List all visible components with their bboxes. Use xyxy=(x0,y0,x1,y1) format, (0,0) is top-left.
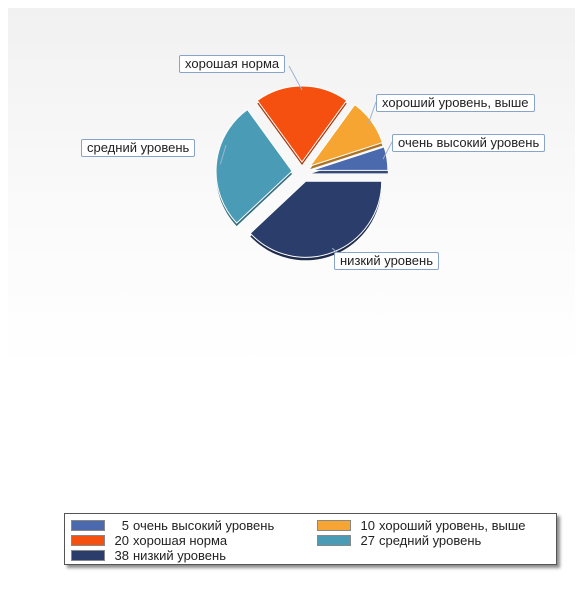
legend-value: 27 xyxy=(360,532,375,548)
legend-swatch xyxy=(317,519,351,531)
chart-area: очень высокий уровень хороший уровень, в… xyxy=(8,8,575,368)
legend-swatch xyxy=(317,534,351,546)
legend-label: средний уровень xyxy=(379,532,482,548)
callout-very-high: очень высокий уровень xyxy=(392,134,546,152)
legend-item-good-above: 10 хороший уровень, выше xyxy=(317,517,526,533)
legend-label: хороший уровень, выше xyxy=(379,517,526,533)
legend-item-low: 38 низкий уровень xyxy=(71,547,226,563)
legend: 5 очень высокий уровень 10 хороший урове… xyxy=(64,513,557,565)
leader-line xyxy=(219,144,227,165)
legend-item-medium: 27 средний уровень xyxy=(317,532,482,548)
legend-label: хорошая норма xyxy=(133,532,228,548)
legend-item-very-high: 5 очень высокий уровень xyxy=(71,517,275,533)
pie-chart xyxy=(215,65,393,261)
leader-line xyxy=(367,101,377,124)
legend-swatch xyxy=(71,519,105,531)
leader-line xyxy=(288,65,303,91)
legend-swatch xyxy=(71,549,105,561)
pie-slice-good-norm xyxy=(256,85,348,163)
callout-medium: средний уровень xyxy=(81,139,196,157)
legend-value: 20 xyxy=(114,532,129,548)
leader-line xyxy=(382,141,393,160)
pie-slice-good-above xyxy=(308,103,384,168)
legend-value: 10 xyxy=(360,517,375,533)
legend-value: 5 xyxy=(121,517,129,533)
legend-swatch xyxy=(71,534,105,546)
callout-low: низкий уровень xyxy=(334,252,439,270)
legend-label: низкий уровень xyxy=(133,547,226,563)
legend-label: очень высокий уровень xyxy=(133,517,275,533)
callout-good-above: хороший уровень, выше xyxy=(376,94,535,112)
pie-slice-low xyxy=(249,180,383,258)
legend-value: 38 xyxy=(114,547,129,563)
pie-slice-very-high xyxy=(311,146,389,171)
legend-item-good-norm: 20 хорошая норма xyxy=(71,532,228,548)
callout-good-norm: хорошая норма xyxy=(179,55,286,73)
pie-slice-medium xyxy=(215,108,293,224)
